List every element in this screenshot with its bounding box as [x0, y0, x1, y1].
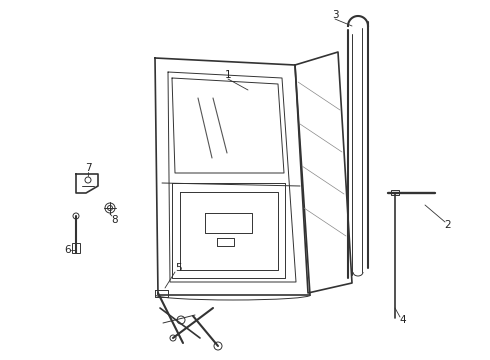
Text: 6: 6: [65, 245, 72, 255]
Text: 5: 5: [175, 263, 181, 273]
Text: 4: 4: [400, 315, 406, 325]
Text: 1: 1: [225, 70, 231, 80]
Text: 3: 3: [332, 10, 338, 20]
Text: 8: 8: [112, 215, 118, 225]
Text: 2: 2: [445, 220, 451, 230]
Bar: [391, 190, 399, 195]
Bar: [72, 243, 80, 253]
Text: 7: 7: [85, 163, 91, 173]
